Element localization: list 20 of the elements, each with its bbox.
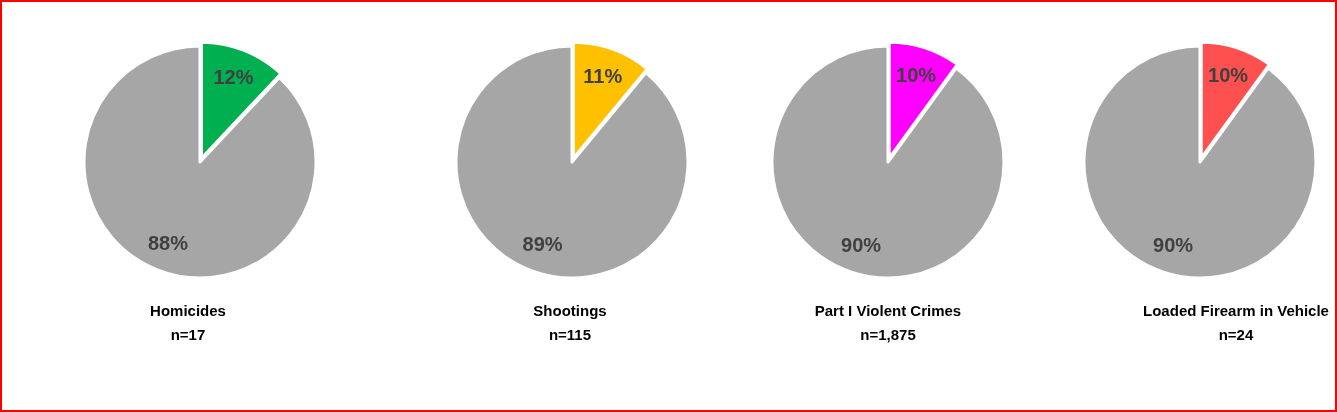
data-label: 90% <box>1153 233 1194 256</box>
data-label: 88% <box>147 231 189 254</box>
text: n=1,875 <box>860 326 916 343</box>
text: n=24 <box>1218 326 1254 343</box>
pie-slice <box>82 44 318 280</box>
text: n=17 <box>170 326 206 343</box>
data-label: 10% <box>1208 64 1249 87</box>
text: Part I Violent Crimes <box>814 302 962 319</box>
text: Shootings <box>533 302 607 319</box>
text: Loaded Firearm in Vehicle <box>1143 302 1329 319</box>
data-label: 90% <box>841 233 882 256</box>
data-label: 12% <box>213 66 254 89</box>
text: n=115 <box>548 326 592 343</box>
pie-slice <box>1082 44 1318 280</box>
pie-slice <box>454 44 690 280</box>
data-label: 10% <box>896 64 937 87</box>
data-label: 11% <box>583 65 623 88</box>
text: Homicides <box>150 302 226 319</box>
pie-slice <box>770 44 1006 280</box>
data-label: 89% <box>522 232 563 255</box>
